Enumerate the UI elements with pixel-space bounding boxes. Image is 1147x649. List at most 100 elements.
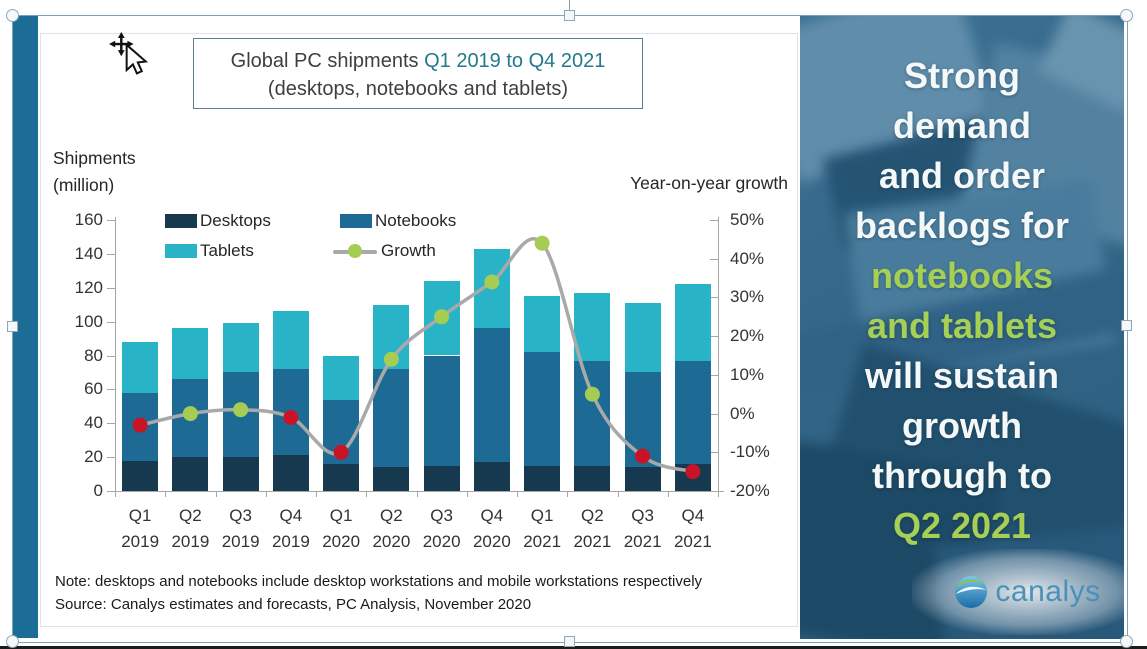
bar-segment-desktops — [524, 465, 561, 491]
panel-headline-line: through to — [872, 455, 1052, 496]
x-axis-tick-label: Q2 2021 — [573, 506, 612, 551]
bar-segment-notebooks — [473, 328, 510, 463]
bar-segment-tablets — [172, 328, 209, 380]
bar-segment-tablets — [674, 284, 711, 361]
right-axis-line — [718, 217, 719, 491]
chart-note: Note: desktops and notebooks include des… — [55, 573, 703, 590]
right-axis-tick-label: -20% — [730, 481, 770, 500]
right-photo-panel[interactable]: Strong demand and order backlogs for noteboo… — [800, 15, 1124, 639]
chart-title-line1: Global PC shipments Q1 2019 to Q4 2021 — [230, 50, 606, 72]
x-axis-tick-label: Q3 2019 — [221, 506, 260, 551]
selection-handle-right[interactable] — [1121, 320, 1132, 331]
bar-segment-notebooks — [524, 352, 561, 466]
chart-title-highlight: Q1 2019 to Q4 2021 — [424, 50, 606, 72]
bar-segment-desktops — [574, 465, 611, 491]
canalys-logo: canalys — [912, 549, 1124, 635]
left-axis-title: Shipments (million) — [53, 148, 136, 195]
right-axis-title: Year-on-year growth — [630, 173, 788, 193]
chart-panel[interactable]: Global PC shipments Q1 2019 to Q4 2021 (… — [38, 15, 800, 638]
selection-handle-top-right[interactable] — [1120, 9, 1133, 22]
bar-segment-desktops — [674, 463, 711, 491]
left-axis-tick-label: 160 — [74, 210, 103, 229]
bar-segment-notebooks — [373, 369, 410, 468]
bar-segment-desktops — [624, 467, 661, 491]
bar-segment-notebooks — [624, 372, 661, 468]
x-axis-tick-label: Q1 2020 — [322, 506, 361, 551]
bar-segment-notebooks — [122, 392, 159, 461]
left-axis-tick-label: 140 — [74, 243, 103, 263]
bar-segment-tablets — [524, 296, 561, 353]
bar-segment-notebooks — [574, 360, 611, 466]
x-axis-tick-label: Q2 2019 — [171, 506, 210, 551]
bar-segment-tablets — [473, 248, 510, 329]
selection-handle-left[interactable] — [7, 321, 18, 332]
legend-item-desktops: Desktops — [165, 210, 271, 232]
x-axis-tick-label: Q4 2020 — [472, 506, 511, 551]
bar-segment-desktops — [423, 465, 460, 491]
bar-segment-desktops — [272, 455, 309, 491]
selection-handle-bottom-right[interactable] — [1120, 635, 1133, 648]
selection-handle-bottom[interactable] — [564, 636, 575, 647]
chart-title-line2: (desktops, notebooks and tablets) — [267, 78, 569, 100]
left-axis-tick-label: 0 — [93, 481, 103, 500]
bar-segment-notebooks — [323, 399, 360, 464]
panel-headline: Strong demand and order backlogs for noteboo… — [800, 51, 1124, 551]
legend-item-tablets: Tablets — [165, 240, 254, 262]
panel-headline-line: and tablets — [866, 305, 1058, 346]
bar-segment-notebooks — [222, 372, 259, 458]
right-axis-tick-label: 0% — [730, 403, 755, 423]
selection-handle-top-left[interactable] — [6, 9, 19, 22]
right-axis-tick-label: 30% — [730, 287, 765, 307]
bar-segment-desktops — [473, 462, 510, 491]
panel-headline-line: Strong — [904, 55, 1020, 96]
panel-headline-line: growth — [902, 405, 1022, 446]
x-axis-tick-label: Q2 2020 — [372, 506, 411, 551]
legend-label: Desktops — [200, 211, 271, 230]
growth-marker — [534, 235, 550, 251]
x-axis-tick-label: Q4 2021 — [673, 506, 712, 551]
legend-item-growth: Growth — [333, 240, 436, 262]
panel-headline-line: backlogs for — [854, 205, 1070, 246]
legend-label: Notebooks — [375, 211, 457, 230]
plot-area: 0 20 40 60 80 100 120 140 160 -20% -10% 0% 10% 20% 30%… — [38, 15, 800, 638]
bar-segment-notebooks — [172, 379, 209, 458]
bar-segment-notebooks — [674, 360, 711, 464]
x-axis-tick-label: Q1 2019 — [121, 506, 160, 551]
panel-headline-line: will sustain — [864, 355, 1060, 396]
bar-segment-tablets — [423, 280, 460, 356]
right-axis-tick-label: 40% — [730, 248, 765, 268]
bar-segment-desktops — [122, 460, 159, 491]
selection-handle-top[interactable] — [564, 10, 575, 21]
x-axis-tick-label: Q3 2020 — [422, 506, 461, 551]
panel-headline-line: Q2 2021 — [892, 505, 1032, 546]
canalys-logo-text: canalys — [995, 575, 1101, 608]
selection-handle-bottom-left[interactable] — [6, 635, 19, 648]
panel-headline-line: and order — [878, 155, 1046, 196]
bar-segment-tablets — [323, 355, 360, 400]
left-axis-line — [115, 217, 116, 491]
rotation-handle-stem — [569, 0, 570, 10]
legend-growth-line-icon — [333, 244, 377, 258]
bar-segment-desktops — [172, 457, 209, 491]
x-axis-tick-label: Q3 2021 — [623, 506, 662, 551]
canalys-globe-icon — [955, 576, 988, 608]
panel-headline-line: notebooks — [870, 255, 1053, 296]
left-axis-tick-label: 120 — [74, 277, 103, 297]
bar-segment-tablets — [574, 292, 611, 361]
right-axis-tick-label: -10% — [730, 442, 770, 462]
left-axis-tick-label: 100 — [74, 311, 103, 331]
x-axis-tick-label: Q1 2021 — [523, 506, 562, 551]
right-axis-tick-label: 20% — [730, 326, 765, 346]
window-edge — [0, 646, 1147, 649]
left-axis-tick-label: 40 — [84, 413, 103, 433]
left-axis-tick-label: 20 — [84, 447, 103, 467]
legend-label: Growth — [381, 241, 436, 260]
legend-label: Tablets — [200, 241, 254, 260]
bar-segment-notebooks — [272, 369, 309, 456]
chart-source: Source: Canalys estimates and forecasts,… — [55, 596, 532, 613]
bar-segment-tablets — [122, 341, 159, 393]
bar-segment-tablets — [272, 311, 309, 370]
chart-frame — [40, 33, 798, 627]
legend-item-notebooks: Notebooks — [340, 210, 456, 232]
